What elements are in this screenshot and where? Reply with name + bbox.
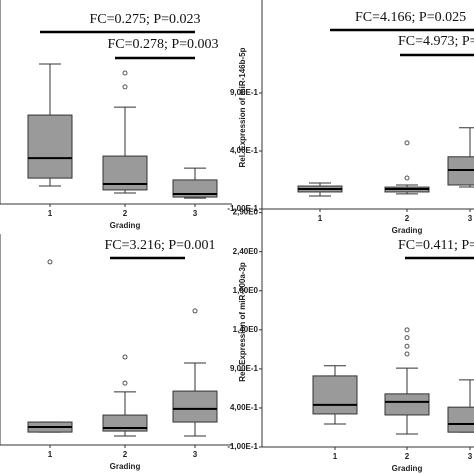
y-tick-label: 1,40E0 bbox=[233, 325, 259, 334]
y-tick-label: 9,00E-1 bbox=[230, 88, 259, 97]
outlier bbox=[192, 308, 198, 314]
x-tick-label: 1 bbox=[318, 214, 323, 223]
box bbox=[384, 393, 430, 416]
y-tick-label: 9,00E-1 bbox=[230, 364, 259, 373]
x-axis-label: Grading bbox=[110, 221, 141, 230]
outlier bbox=[404, 351, 410, 357]
outlier bbox=[404, 335, 410, 341]
x-axis-label: Grading bbox=[110, 462, 141, 471]
outlier bbox=[122, 70, 128, 76]
annotation: FC=4.973; P=0 bbox=[398, 34, 474, 49]
y-axis-label: Rel. Expression of miR-200a-3p bbox=[238, 262, 247, 382]
x-tick-label: 3 bbox=[468, 452, 473, 461]
x-axis-label: Grading bbox=[392, 464, 423, 473]
outlier bbox=[122, 354, 128, 360]
box bbox=[172, 390, 218, 423]
y-tick-label: -1,00E-1 bbox=[227, 442, 258, 451]
outlier bbox=[404, 140, 410, 146]
x-tick-label: 2 bbox=[123, 450, 128, 459]
x-tick-label: 2 bbox=[123, 209, 128, 218]
outlier bbox=[122, 380, 128, 386]
x-tick-label: 2 bbox=[405, 214, 410, 223]
annotation: FC=3.216; P=0.001 bbox=[104, 238, 215, 253]
x-axis-label: Grading bbox=[392, 226, 423, 235]
annotation: FC=4.166; P=0.025 bbox=[355, 10, 466, 25]
y-tick-label: 2,40E0 bbox=[233, 247, 259, 256]
box bbox=[172, 179, 218, 198]
y-axis-label: Rel. Expression of miR-146b-5p bbox=[238, 47, 247, 167]
x-tick-label: 2 bbox=[405, 452, 410, 461]
y-tick-label: 2,90E0 bbox=[233, 208, 259, 217]
box bbox=[447, 406, 474, 433]
annotation: FC=0.411; P=0 bbox=[398, 238, 474, 253]
y-tick-label: 4,00E-1 bbox=[230, 403, 259, 412]
y-tick-label: 1,90E0 bbox=[233, 286, 259, 295]
x-tick-label: 1 bbox=[48, 450, 53, 459]
y-tick-label: -1,00E-1 bbox=[227, 204, 258, 213]
outlier bbox=[404, 343, 410, 349]
x-tick-label: 3 bbox=[468, 214, 473, 223]
outlier bbox=[47, 259, 53, 265]
box bbox=[27, 114, 73, 179]
x-tick-label: 1 bbox=[48, 209, 53, 218]
outlier bbox=[122, 84, 128, 90]
annotation: FC=0.278; P=0.003 bbox=[107, 37, 218, 52]
box bbox=[312, 375, 358, 415]
outlier bbox=[404, 327, 410, 333]
outlier bbox=[404, 175, 410, 181]
annotation: FC=0.275; P=0.023 bbox=[89, 12, 200, 27]
x-tick-label: 1 bbox=[333, 452, 338, 461]
y-tick-label: 4,00E-1 bbox=[230, 146, 259, 155]
x-tick-label: 3 bbox=[193, 209, 198, 218]
x-tick-label: 3 bbox=[193, 450, 198, 459]
